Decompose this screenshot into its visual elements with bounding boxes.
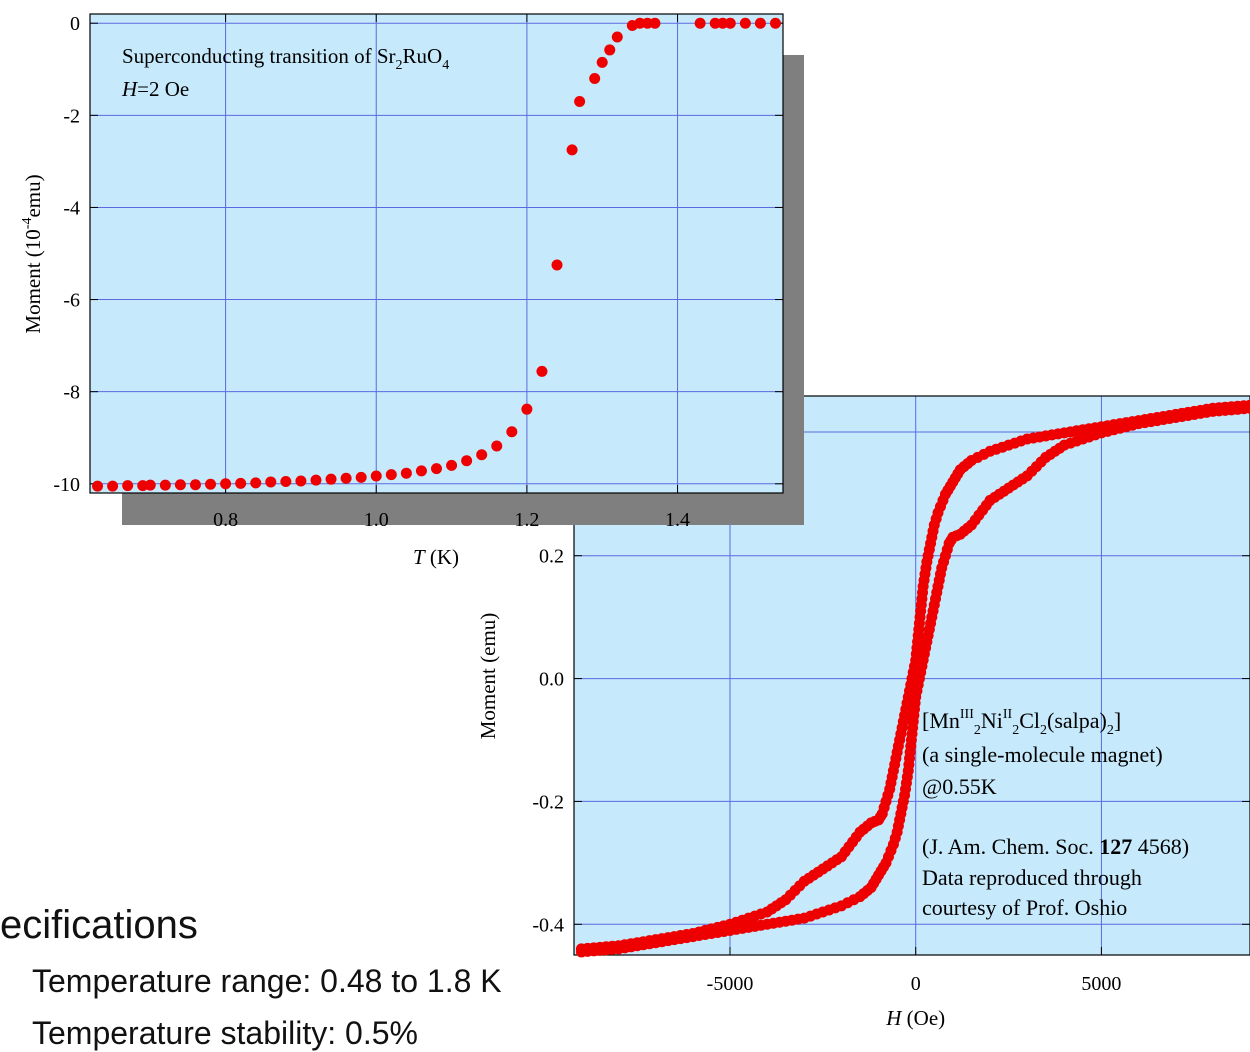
data-point bbox=[597, 57, 608, 68]
data-point bbox=[521, 404, 532, 415]
tick-label-x: -5000 bbox=[707, 973, 754, 995]
data-point bbox=[552, 260, 563, 271]
tick-label-y: 0.2 bbox=[539, 546, 564, 568]
tick-label-y: -8 bbox=[63, 382, 80, 404]
data-point bbox=[604, 44, 615, 55]
data-point bbox=[122, 480, 133, 491]
data-point bbox=[265, 476, 276, 487]
data-point bbox=[107, 481, 118, 492]
data-point bbox=[190, 479, 201, 490]
tick-label-x: 1.2 bbox=[514, 509, 539, 531]
data-point bbox=[612, 32, 623, 43]
data-point bbox=[92, 481, 103, 492]
data-point bbox=[341, 473, 352, 484]
data-point bbox=[326, 474, 337, 485]
data-point bbox=[371, 470, 382, 481]
data-point bbox=[205, 479, 216, 490]
data-point bbox=[295, 476, 306, 487]
tick-label-x: 1.4 bbox=[665, 509, 690, 531]
data-point bbox=[446, 460, 457, 471]
data-point bbox=[491, 441, 502, 452]
data-point bbox=[770, 18, 781, 29]
y-axis-label: Moment (10-4emu) bbox=[20, 174, 45, 333]
plot-area bbox=[90, 14, 783, 493]
y-axis-label: Moment (emu) bbox=[476, 613, 500, 740]
data-point bbox=[401, 468, 412, 479]
data-point bbox=[461, 455, 472, 466]
data-point bbox=[250, 477, 261, 488]
tick-label-x: 0 bbox=[911, 973, 921, 995]
tick-label-y: -0.4 bbox=[532, 914, 564, 936]
spec-item-temperature-range: Temperature range: 0.48 to 1.8 K bbox=[32, 963, 502, 1000]
data-point bbox=[145, 480, 156, 491]
tick-label-y: -6 bbox=[63, 290, 80, 312]
data-point bbox=[695, 18, 706, 29]
data-point bbox=[536, 366, 547, 377]
data-point bbox=[740, 18, 751, 29]
annotation-line: (a single-molecule magnet) bbox=[922, 742, 1163, 767]
data-point bbox=[416, 465, 427, 476]
annotation-line: H=2 Oe bbox=[121, 77, 189, 101]
annotation-line: @0.55K bbox=[922, 774, 997, 799]
data-point bbox=[235, 478, 246, 489]
data-point bbox=[175, 479, 186, 490]
spec-item-temperature-stability: Temperature stability: 0.5% bbox=[32, 1015, 418, 1052]
x-axis-label: H (Oe) bbox=[885, 1006, 945, 1030]
annotation-line: Data reproduced through bbox=[922, 865, 1142, 890]
tick-label-x: 5000 bbox=[1081, 973, 1121, 995]
data-point bbox=[220, 478, 231, 489]
data-point bbox=[506, 426, 517, 437]
data-point bbox=[310, 475, 321, 486]
tick-label-y: -2 bbox=[63, 105, 80, 127]
annotation-line: (J. Am. Chem. Soc. 127 4568) bbox=[922, 834, 1189, 859]
data-point bbox=[574, 96, 585, 107]
tick-label-y: 0 bbox=[70, 13, 80, 35]
data-point bbox=[160, 480, 171, 491]
data-point bbox=[386, 469, 397, 480]
data-point bbox=[649, 18, 660, 29]
tick-label-y: -10 bbox=[53, 474, 80, 496]
tick-label-y: 0.0 bbox=[539, 669, 564, 691]
tick-label-x: 0.8 bbox=[213, 509, 238, 531]
data-point bbox=[356, 472, 367, 483]
x-axis-label: T (K) bbox=[413, 545, 459, 569]
tick-label-y: -0.2 bbox=[532, 791, 564, 813]
tick-label-y: -4 bbox=[63, 197, 80, 219]
specs-heading: ecifications bbox=[0, 903, 198, 948]
data-point bbox=[725, 18, 736, 29]
data-point bbox=[755, 18, 766, 29]
data-point bbox=[476, 449, 487, 460]
data-point bbox=[589, 73, 600, 84]
data-point bbox=[567, 144, 578, 155]
annotation-line: courtesy of Prof. Oshio bbox=[922, 895, 1127, 920]
tick-label-x: 1.0 bbox=[364, 509, 389, 531]
data-point bbox=[280, 476, 291, 487]
data-point bbox=[431, 463, 442, 474]
